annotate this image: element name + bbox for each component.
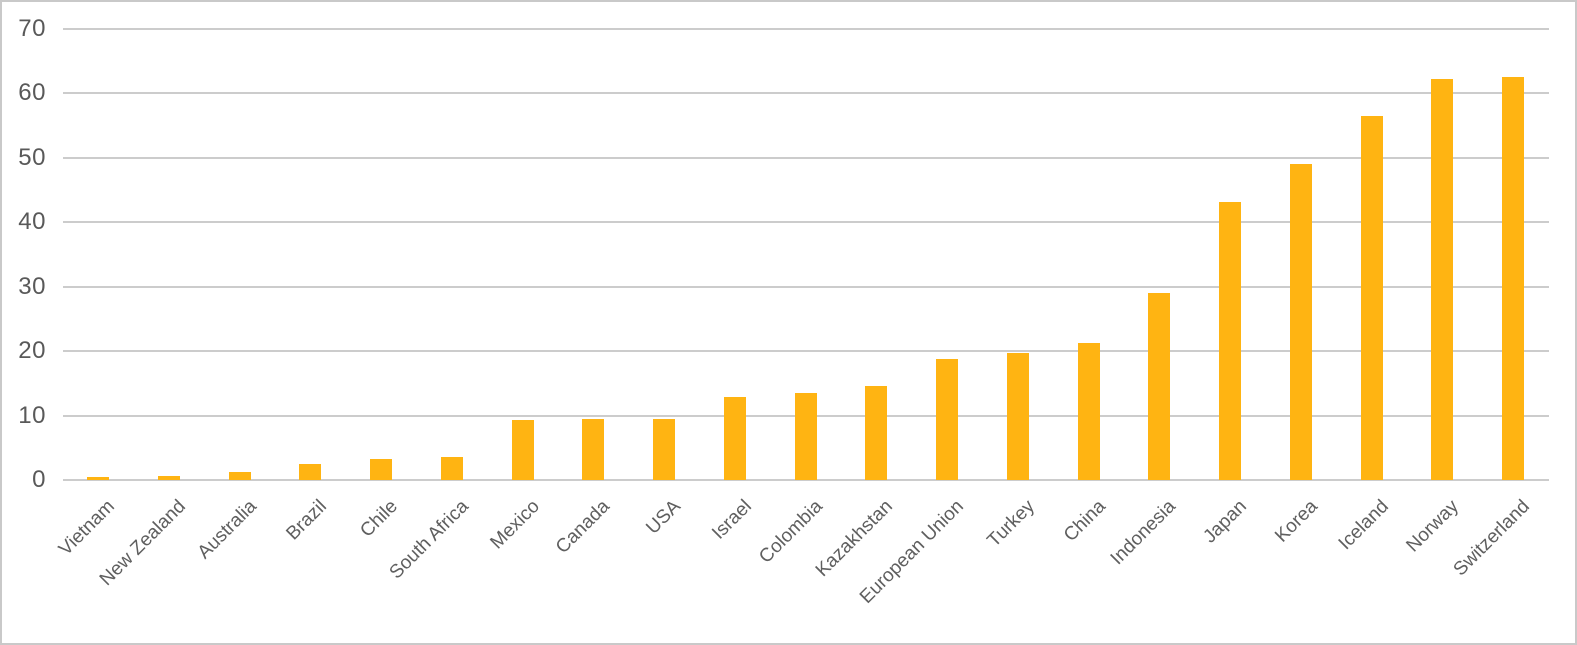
gridline-y-0 [63, 479, 1549, 481]
bar-norway [1431, 79, 1453, 480]
bar-kazakhstan [865, 386, 887, 480]
bar-chile [370, 459, 392, 480]
gridline-y-30 [63, 285, 1549, 288]
bar-canada [582, 419, 604, 480]
y-tick-label: 70 [18, 14, 46, 42]
bar-china [1078, 343, 1100, 480]
y-tick-label: 0 [32, 466, 46, 493]
bar-switzerland [1502, 77, 1524, 480]
bar-iceland [1361, 116, 1383, 480]
y-tick-label: 20 [18, 337, 46, 364]
gridline-y-60 [63, 92, 1549, 94]
y-tick-label: 60 [18, 79, 46, 106]
bar-south-africa [441, 457, 463, 480]
bar-mexico [512, 420, 534, 480]
bar-new-zealand [158, 476, 180, 480]
bar-australia [229, 472, 251, 480]
bar-japan [1219, 202, 1241, 480]
bar-usa [653, 419, 675, 480]
gridline-y-70 [63, 27, 1549, 30]
bar-brazil [299, 464, 321, 480]
gridline-y-40 [63, 221, 1549, 223]
y-tick-label: 10 [18, 401, 46, 429]
bar-israel [724, 397, 746, 480]
bar-colombia [795, 393, 817, 480]
y-tick-label: 30 [18, 272, 46, 300]
bar-european-union [936, 359, 958, 480]
bar-korea [1290, 164, 1312, 480]
y-tick-label: 40 [18, 208, 46, 235]
gridline-y-50 [63, 156, 1549, 159]
bar-indonesia [1148, 293, 1170, 480]
y-tick-label: 50 [18, 143, 46, 171]
bar-turkey [1007, 353, 1029, 480]
gridline-y-20 [63, 350, 1549, 352]
bar-vietnam [87, 477, 109, 480]
